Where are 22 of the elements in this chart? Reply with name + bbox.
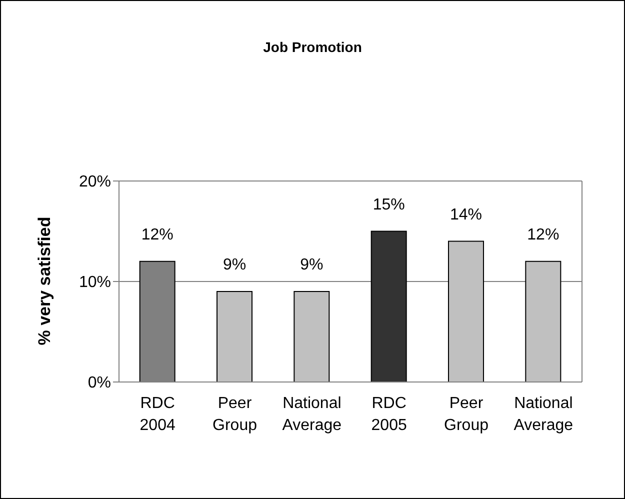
data-label: 14% bbox=[450, 206, 482, 224]
bar bbox=[294, 291, 330, 382]
data-label: 15% bbox=[372, 196, 405, 214]
chart-title: Job Promotion bbox=[262, 39, 363, 55]
data-label: 9% bbox=[300, 256, 324, 274]
x-tick-label: Peer Group bbox=[444, 395, 489, 434]
x-tick-label: RDC 2004 bbox=[140, 395, 176, 434]
bar bbox=[370, 230, 407, 382]
data-label: 9% bbox=[222, 256, 246, 274]
data-label: 12% bbox=[141, 226, 174, 244]
y-tick-label: 10% bbox=[78, 274, 111, 292]
y-axis-title: % very satisfied bbox=[35, 216, 55, 346]
x-tick-label: RDC 2005 bbox=[371, 395, 407, 434]
y-tick-label: 20% bbox=[78, 174, 111, 191]
bar bbox=[448, 240, 484, 382]
bar bbox=[216, 291, 252, 382]
y-tick-label: 0% bbox=[88, 374, 111, 392]
bar bbox=[525, 260, 562, 382]
data-label: 12% bbox=[527, 226, 560, 244]
x-tick-label: Peer Group bbox=[212, 395, 258, 434]
x-tick-label: National Average bbox=[282, 395, 342, 434]
x-tick-label: National Average bbox=[514, 395, 574, 434]
